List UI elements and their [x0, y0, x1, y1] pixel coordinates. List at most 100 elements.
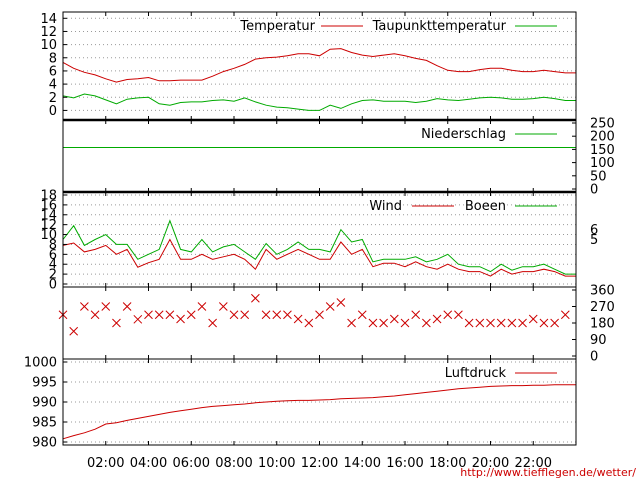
y-tick-label: 6 [49, 248, 57, 263]
y-right-tick-label: 5 [590, 233, 598, 248]
wind-direction-point [218, 302, 228, 311]
wind-direction-point [347, 318, 356, 328]
wind-direction-point [304, 318, 314, 328]
y-tick-label: 2 [49, 91, 57, 106]
y-tick-label: 1000 [24, 356, 57, 371]
wind-direction-point [422, 318, 431, 328]
wind-direction-point [144, 310, 153, 320]
footer-url: http://www.tiefflegen.de/wetter/ [460, 466, 636, 479]
legend-label-niederschlag: Niederschlag [421, 127, 506, 142]
wind-direction-point [486, 318, 495, 328]
x-tick-label: 04:00 [130, 456, 167, 471]
wind-direction-point [251, 293, 260, 303]
y-tick-label: 4 [49, 258, 57, 273]
y-tick-label: 12 [40, 25, 57, 40]
y-tick-label: 14 [40, 208, 57, 223]
x-tick-label: 02:00 [87, 456, 124, 471]
wind-direction-point [176, 314, 185, 324]
y-tick-label: 12 [40, 218, 57, 233]
wind-direction-point [379, 318, 388, 328]
y-tick-label: 8 [49, 51, 57, 66]
wind-direction-point [197, 302, 207, 311]
y-tick-label: 10 [40, 38, 57, 53]
wind-direction-point [315, 310, 324, 320]
wind-direction-point [560, 310, 570, 320]
series-layer [58, 48, 576, 440]
wind-direction-point [186, 310, 196, 320]
x-tick-label: 12:00 [301, 456, 338, 471]
series-line-boeen [62, 219, 576, 275]
wind-direction-point [400, 318, 410, 328]
wind-direction-point [432, 314, 442, 324]
legend-label-boeen: Boeen [465, 199, 506, 214]
y-right-tick-label: 0 [590, 350, 598, 365]
wind-direction-point [507, 318, 517, 328]
tick-layer: 02:00 04:00 06:00 08:00 10:00 12:00 14:00 16:00… [24, 12, 615, 471]
y-tick-label: 0 [49, 104, 57, 119]
wind-direction-point [133, 314, 143, 324]
wind-direction-point [368, 318, 378, 328]
x-tick-label: 20:00 [472, 456, 509, 471]
wind-direction-point [272, 310, 282, 320]
wind-direction-point [240, 310, 250, 320]
x-tick-label: 10:00 [258, 456, 295, 471]
legend-label-wind: Wind [369, 199, 402, 214]
legend-label-taupunkttemperatur: Taupunkttemperatur [372, 19, 507, 34]
wind-direction-point [80, 302, 89, 311]
wind-direction-point [518, 318, 527, 328]
wind-direction-point [496, 318, 506, 328]
y-tick-label: 985 [32, 416, 57, 431]
y-tick-label: 10 [40, 228, 57, 243]
wind-direction-point [69, 326, 79, 336]
series-line-taupunkttemperatur [62, 93, 576, 111]
y-tick-label: 4 [49, 78, 57, 93]
wind-direction-point [112, 318, 121, 328]
wind-direction-point [357, 310, 367, 320]
y-tick-label: 6 [49, 64, 57, 79]
wind-direction-point [325, 302, 335, 311]
y-right-tick-label: 50 [590, 169, 607, 184]
wind-direction-point [389, 314, 399, 324]
wind-direction-point [550, 318, 559, 328]
y-tick-label: 8 [49, 238, 57, 253]
wind-direction-point [293, 314, 303, 324]
y-right-tick-label: 360 [590, 284, 615, 299]
x-tick-label: 16:00 [386, 456, 423, 471]
series-line-temperatur [62, 48, 576, 83]
y-tick-label: 995 [32, 376, 57, 391]
panel-frame-wind-direction [62, 286, 577, 360]
wind-direction-point [411, 310, 421, 320]
wind-direction-point [283, 310, 292, 320]
y-right-tick-label: 6 [590, 223, 598, 238]
y-right-tick-label: 270 [590, 300, 615, 315]
wind-direction-point [122, 302, 132, 311]
x-tick-label: 14:00 [344, 456, 381, 471]
wind-direction-point [475, 318, 485, 328]
x-tick-label: 22:00 [515, 456, 552, 471]
x-tick-label: 06:00 [173, 456, 210, 471]
legend-layer: Temperatur Taupunkttemperatur Niederschlag… [239, 19, 557, 381]
y-right-tick-label: 180 [590, 317, 615, 332]
y-right-tick-label: 200 [590, 130, 615, 145]
wind-direction-point [528, 314, 538, 324]
y-tick-label: 980 [32, 436, 57, 451]
y-tick-label: 0 [49, 278, 57, 293]
y-right-tick-label: 90 [590, 333, 607, 348]
wind-direction-point [261, 310, 271, 320]
y-tick-label: 16 [40, 198, 57, 213]
x-tick-label: 18:00 [429, 456, 466, 471]
wind-direction-point [464, 318, 474, 328]
y-right-tick-label: 250 [590, 117, 615, 132]
wind-direction-point [90, 310, 100, 320]
y-tick-label: 990 [32, 396, 57, 411]
series-line-wind [62, 238, 576, 277]
series-line-luftdruck [62, 384, 576, 440]
legend-label-luftdruck: Luftdruck [445, 366, 507, 381]
y-tick-label: 2 [49, 268, 57, 283]
y-tick-label: 18 [40, 189, 57, 204]
wind-direction-point [165, 310, 175, 320]
wind-direction-point [154, 310, 164, 320]
y-tick-label: 14 [40, 12, 57, 27]
y-right-tick-label: 150 [590, 143, 615, 158]
